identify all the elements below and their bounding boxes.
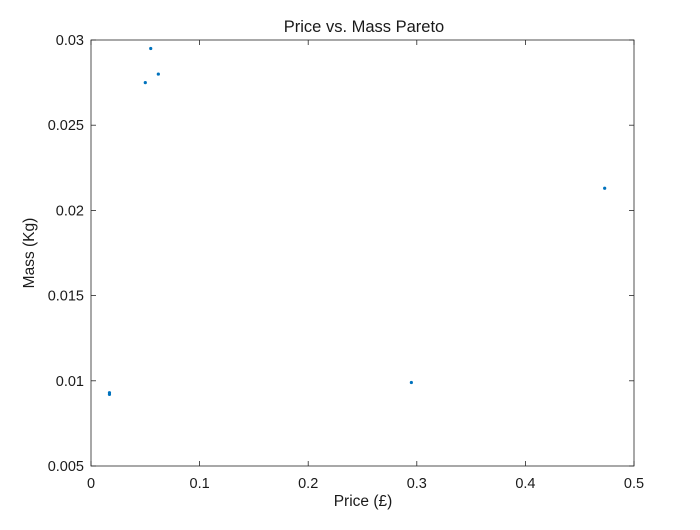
chart-title: Price vs. Mass Pareto bbox=[284, 18, 444, 36]
data-points bbox=[107, 46, 607, 397]
plot-area bbox=[90, 39, 635, 467]
data-point bbox=[149, 46, 153, 51]
data-point bbox=[156, 72, 160, 76]
data-point bbox=[603, 186, 607, 190]
data-point bbox=[409, 380, 413, 385]
y-tick-label: 0.005 bbox=[48, 459, 84, 475]
x-tick-label: 0.5 bbox=[624, 476, 644, 492]
x-axis-label: Price (£) bbox=[334, 493, 393, 510]
x-tick-label: 0.2 bbox=[298, 476, 318, 492]
y-tick-label: 0.01 bbox=[56, 374, 84, 390]
y-axis-ticks: 0.005 0.01 0.015 0.02 0.025 0.03 bbox=[48, 33, 634, 475]
x-tick-label: 0.3 bbox=[407, 476, 427, 492]
x-tick-label: 0.1 bbox=[190, 476, 210, 492]
y-tick-label: 0.03 bbox=[56, 33, 84, 49]
data-point bbox=[143, 81, 147, 85]
data-point bbox=[107, 392, 112, 397]
y-tick-label: 0.025 bbox=[48, 118, 84, 134]
x-tick-label: 0 bbox=[87, 476, 95, 492]
y-tick-label: 0.02 bbox=[56, 203, 84, 219]
y-tick-label: 0.015 bbox=[48, 289, 84, 305]
axes-box bbox=[90, 39, 635, 467]
x-axis-ticks: 0 0.1 0.2 0.3 0.4 0.5 bbox=[87, 40, 644, 492]
x-tick-label: 0.4 bbox=[515, 476, 535, 492]
y-axis-label: Mass (Kg) bbox=[21, 218, 38, 289]
